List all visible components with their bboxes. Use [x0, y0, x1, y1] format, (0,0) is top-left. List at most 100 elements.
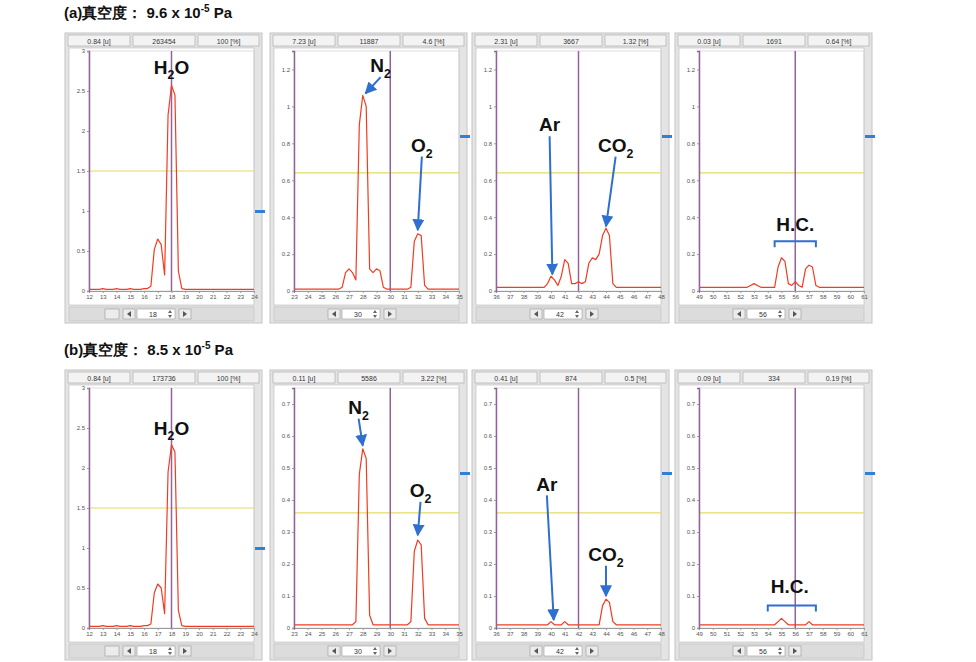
y-tick-label: 0.2	[687, 251, 696, 257]
step-button-icon	[127, 648, 131, 654]
y-tick: 1.2	[282, 67, 294, 73]
x-tick: 32	[415, 291, 422, 300]
step-button[interactable]	[179, 646, 191, 656]
step-button[interactable]	[123, 646, 135, 656]
step-button[interactable]	[586, 309, 598, 319]
y-axis-line	[494, 389, 497, 629]
x-tick-label: 24	[305, 294, 312, 300]
step-button[interactable]	[530, 646, 542, 656]
x-tick-mark	[377, 291, 378, 293]
header-box	[540, 372, 602, 383]
y-tick-mark	[87, 508, 89, 509]
plot-frame	[89, 388, 254, 628]
x-tick-mark	[579, 628, 580, 630]
mass-spinbox[interactable]	[342, 309, 380, 319]
x-tick-mark	[795, 628, 796, 630]
step-button[interactable]	[530, 309, 542, 319]
step-button[interactable]	[328, 646, 340, 656]
step-button[interactable]	[384, 646, 396, 656]
x-tick: 39	[534, 291, 541, 300]
text-part: 2	[384, 67, 391, 81]
x-tick: 23	[237, 291, 244, 300]
x-tick: 16	[141, 291, 148, 300]
spin-arrows	[575, 647, 579, 655]
step-button[interactable]	[789, 646, 801, 656]
header-value: 1691	[766, 38, 782, 45]
x-tick-label: 55	[779, 631, 786, 637]
y-tick-mark	[697, 291, 699, 292]
step-button-icon	[127, 311, 131, 317]
control-button[interactable]	[105, 646, 119, 656]
control-button[interactable]	[105, 309, 119, 319]
x-tick: 49	[696, 291, 703, 300]
step-button[interactable]	[586, 646, 598, 656]
text-part: CO	[598, 135, 627, 156]
mass-spinbox[interactable]	[747, 646, 785, 656]
x-tick-label: 58	[820, 631, 827, 637]
step-button[interactable]	[733, 646, 745, 656]
header-value: 3667	[563, 38, 579, 45]
y-tick: 0.6	[687, 433, 699, 439]
x-tick: 24	[251, 291, 258, 300]
cursor-line	[390, 388, 392, 628]
step-button[interactable]	[123, 309, 135, 319]
mass-spinbox[interactable]	[137, 646, 175, 656]
x-tick-mark	[850, 291, 851, 293]
header-value: 100 [%]	[217, 375, 241, 383]
y-tick: 1	[82, 208, 89, 214]
y-axis: 00.20.40.60.811.2	[687, 52, 700, 295]
y-tick: 0	[692, 288, 699, 294]
x-tick-mark	[404, 628, 405, 630]
y-tick: 0.8	[484, 141, 496, 147]
x-tick-label: 20	[196, 631, 203, 637]
x-tick-mark	[213, 628, 214, 630]
x-tick-label: 37	[507, 294, 514, 300]
x-tick-mark	[782, 291, 783, 293]
x-tick-mark	[823, 628, 824, 630]
step-button[interactable]	[328, 309, 340, 319]
y-tick-label: 0.6	[484, 433, 493, 439]
header-value: 0.84 [u]	[87, 375, 110, 383]
header-box	[273, 372, 335, 383]
mass-spinbox[interactable]	[137, 309, 175, 319]
y-tick: 1.5	[77, 505, 89, 511]
y-tick-mark	[292, 532, 294, 533]
cursor-line	[171, 388, 173, 628]
y-tick-mark	[494, 468, 496, 469]
x-tick-label: 19	[182, 294, 189, 300]
header-box	[68, 35, 130, 46]
x-tick-mark	[809, 628, 810, 630]
y-tick-mark	[494, 404, 496, 405]
mass-spinbox[interactable]	[544, 646, 582, 656]
header-box	[338, 35, 400, 46]
header-box	[68, 372, 130, 383]
x-tick-label: 40	[548, 294, 555, 300]
header-value: 5586	[361, 375, 377, 382]
x-tick-label: 23	[291, 631, 298, 637]
y-tick-mark	[292, 106, 294, 107]
mass-spinbox[interactable]	[342, 646, 380, 656]
x-axis-line	[700, 292, 865, 294]
x-tick-mark	[172, 291, 173, 293]
x-tick: 24	[305, 628, 312, 637]
mass-spinbox[interactable]	[747, 309, 785, 319]
step-button[interactable]	[733, 309, 745, 319]
y-tick: 1	[82, 545, 89, 551]
y-tick: 0.5	[282, 465, 294, 471]
step-button[interactable]	[179, 309, 191, 319]
mass-spinbox[interactable]	[544, 309, 582, 319]
y-tick-mark	[494, 532, 496, 533]
y-tick-mark	[697, 468, 699, 469]
x-tick: 47	[644, 291, 651, 300]
y-tick-label: 0.8	[484, 141, 493, 147]
text-part: N	[370, 55, 384, 76]
x-tick: 28	[360, 628, 367, 637]
header-value: 173736	[152, 375, 175, 382]
mass-value: 18	[149, 648, 157, 655]
step-button[interactable]	[384, 309, 396, 319]
x-tick-label: 25	[319, 294, 326, 300]
mass-value: 56	[759, 311, 767, 318]
annotations: N2O2	[366, 55, 433, 230]
y-tick-label: 0.3	[484, 529, 493, 535]
step-button[interactable]	[789, 309, 801, 319]
